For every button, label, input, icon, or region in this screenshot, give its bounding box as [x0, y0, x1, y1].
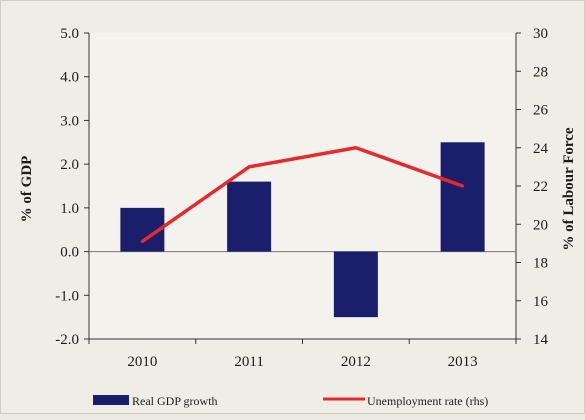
bar-gdp-2012 [333, 251, 378, 318]
left-tick-label: 2.0 [60, 157, 79, 173]
x-tick-label: 2010 [127, 354, 157, 370]
left-axis-title: % of GDP [19, 156, 35, 223]
right-axis-title: % of Labour Force [561, 127, 577, 251]
left-tick-label: -1.0 [55, 288, 79, 304]
x-tick-label: 2012 [341, 354, 371, 370]
left-tick-label: 1.0 [60, 201, 79, 217]
point-unemployment-2011 [247, 165, 251, 169]
line-unemployment [141, 146, 464, 243]
x-tick-label: 2013 [448, 354, 478, 370]
x-tick-label: 2011 [234, 354, 263, 370]
point-unemployment-2010 [140, 239, 144, 243]
left-tick-label: 3.0 [60, 113, 79, 129]
left-tick-label: -2.0 [55, 332, 79, 348]
right-tick-label: 24 [533, 141, 549, 157]
legend-label-gdp: Real GDP growth [132, 394, 218, 408]
right-tick-label: 16 [533, 294, 549, 310]
right-tick-label: 18 [533, 256, 548, 272]
right-tick-label: 20 [533, 217, 548, 233]
point-unemployment-2013 [461, 184, 465, 188]
plot-area: -2.0 -1.0 0.0 1.0 2.0 3.0 4.0 5.0 14 16 18 20 22 24 26… [55, 26, 548, 370]
point-unemployment-2012 [354, 146, 358, 150]
right-tick-label: 28 [533, 64, 548, 80]
right-tick-label: 26 [533, 103, 549, 119]
right-tick-label: 30 [533, 26, 548, 42]
legend-label-unemployment: Unemployment rate (rhs) [367, 394, 488, 408]
right-tick-label: 22 [533, 179, 548, 195]
right-tick-label: 14 [533, 332, 549, 348]
legend-swatch-gdp [93, 395, 129, 405]
left-tick-label: 5.0 [60, 26, 79, 42]
legend: Real GDP growth Unemployment rate (rhs) [93, 394, 488, 408]
bar-gdp-2011 [227, 181, 272, 252]
bar-gdp-2013 [440, 142, 485, 252]
left-tick-label: 4.0 [60, 70, 79, 86]
left-tick-label: 0.0 [60, 245, 79, 261]
